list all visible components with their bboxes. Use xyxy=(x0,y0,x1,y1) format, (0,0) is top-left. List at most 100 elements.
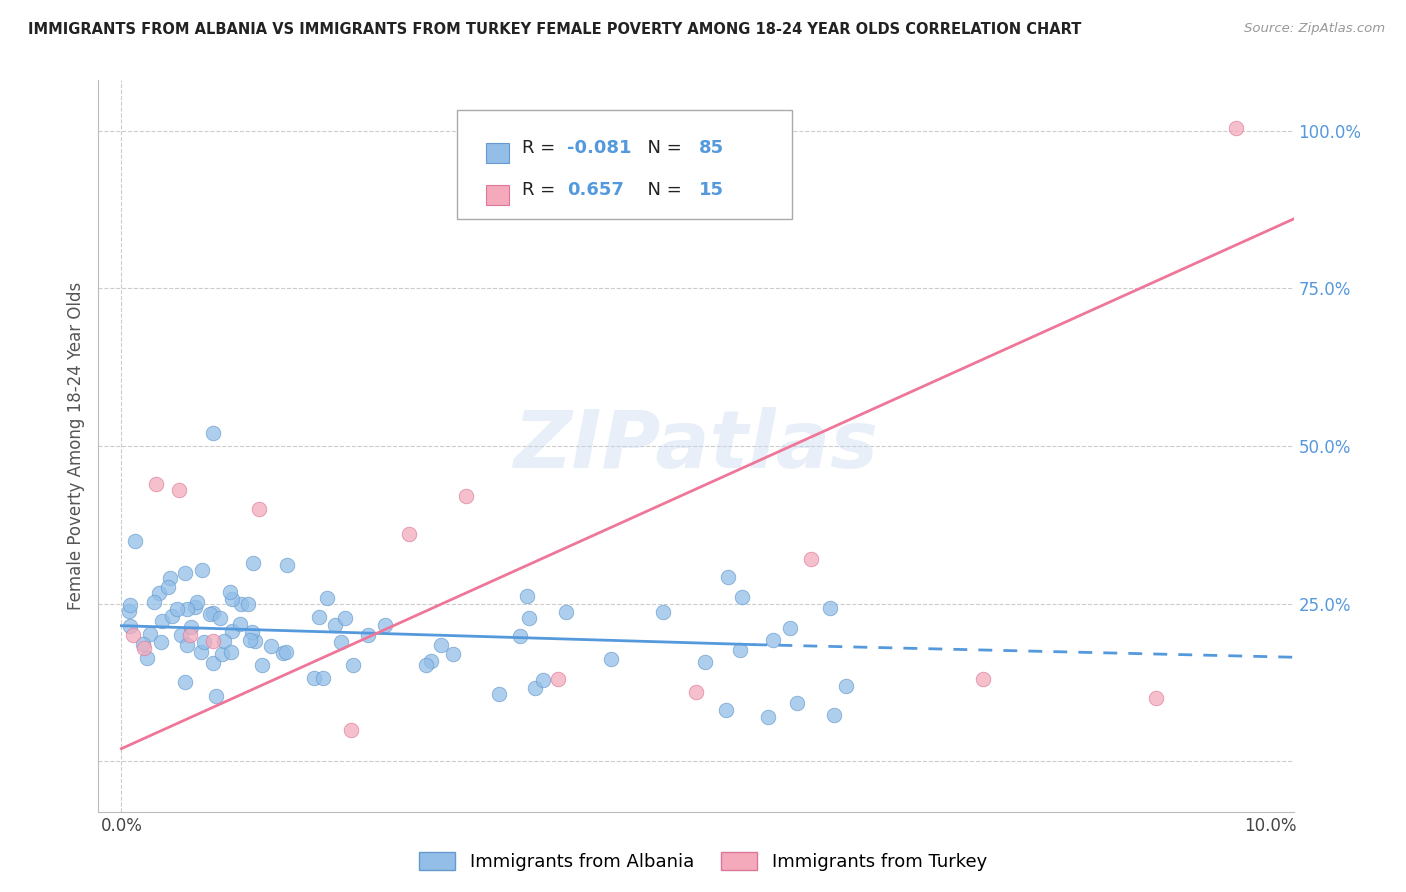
Point xyxy=(218,585,240,599)
Text: N =: N = xyxy=(636,139,688,157)
Point xyxy=(134,640,156,655)
Point xyxy=(714,703,737,717)
Point xyxy=(531,673,554,687)
Point xyxy=(202,656,225,670)
Point xyxy=(420,654,443,668)
Point xyxy=(243,633,266,648)
Point xyxy=(204,689,226,703)
Point xyxy=(599,652,621,666)
Point xyxy=(240,625,263,640)
Point xyxy=(238,597,260,611)
Point xyxy=(547,673,569,687)
Point xyxy=(219,645,242,659)
Point xyxy=(170,627,193,641)
Legend: Immigrants from Albania, Immigrants from Turkey: Immigrants from Albania, Immigrants from… xyxy=(412,845,994,879)
Text: 85: 85 xyxy=(699,139,724,157)
Point xyxy=(142,595,165,609)
Point xyxy=(357,628,380,642)
Point xyxy=(443,648,465,662)
Point xyxy=(180,620,202,634)
Point xyxy=(312,671,335,685)
Text: Source: ZipAtlas.com: Source: ZipAtlas.com xyxy=(1244,22,1385,36)
Point xyxy=(250,657,273,672)
Point xyxy=(415,658,437,673)
Point xyxy=(1225,120,1247,135)
Point xyxy=(120,598,142,612)
Point xyxy=(200,607,222,621)
Point xyxy=(323,617,346,632)
Point xyxy=(156,580,179,594)
Point xyxy=(148,586,170,600)
Point xyxy=(179,628,201,642)
Point xyxy=(122,628,145,642)
Point xyxy=(159,571,181,585)
Point xyxy=(398,527,420,541)
Point xyxy=(212,634,235,648)
Point xyxy=(260,639,283,653)
Text: R =: R = xyxy=(522,139,561,157)
Point xyxy=(1144,691,1167,706)
Point xyxy=(202,426,225,441)
Point xyxy=(685,685,707,699)
Point xyxy=(555,605,578,619)
Point xyxy=(202,606,225,620)
Point xyxy=(118,619,141,633)
Point xyxy=(118,604,141,618)
Point xyxy=(166,601,188,615)
Point xyxy=(333,611,356,625)
Point xyxy=(173,566,195,581)
Point xyxy=(779,622,801,636)
Text: 15: 15 xyxy=(699,181,724,199)
Point xyxy=(818,601,841,615)
Point xyxy=(190,563,212,577)
Text: R =: R = xyxy=(522,181,561,199)
Point xyxy=(247,502,270,516)
Point xyxy=(221,592,243,607)
Point xyxy=(302,671,325,685)
Point xyxy=(136,651,159,665)
Point xyxy=(139,627,162,641)
Point xyxy=(211,647,233,661)
Point xyxy=(717,570,740,584)
Point xyxy=(456,490,478,504)
Point xyxy=(756,710,779,724)
Point xyxy=(274,645,297,659)
Point xyxy=(308,610,330,624)
Point xyxy=(523,681,546,695)
Point xyxy=(340,723,363,737)
Point xyxy=(176,638,198,652)
Point xyxy=(786,696,808,710)
Point xyxy=(509,629,531,643)
Point xyxy=(273,646,295,660)
Point xyxy=(516,589,538,603)
Point xyxy=(342,657,364,672)
Point xyxy=(329,635,352,649)
Point xyxy=(176,602,198,616)
Point xyxy=(221,624,243,638)
Point xyxy=(651,605,673,619)
Point xyxy=(160,608,183,623)
Point xyxy=(150,634,173,648)
Point xyxy=(229,617,252,632)
Point xyxy=(695,655,717,669)
Point xyxy=(374,618,396,632)
Point xyxy=(316,591,339,606)
Point xyxy=(488,687,510,701)
Text: N =: N = xyxy=(636,181,688,199)
Text: -0.081: -0.081 xyxy=(568,139,631,157)
Point xyxy=(190,645,212,659)
Point xyxy=(430,638,453,652)
Point xyxy=(800,552,823,566)
Point xyxy=(145,476,167,491)
FancyBboxPatch shape xyxy=(457,110,792,219)
Point xyxy=(972,673,994,687)
Point xyxy=(231,597,253,611)
FancyBboxPatch shape xyxy=(485,143,509,163)
Text: 0.657: 0.657 xyxy=(568,181,624,199)
Point xyxy=(761,633,783,648)
Point xyxy=(193,634,215,648)
Point xyxy=(202,634,225,648)
Point xyxy=(174,675,197,690)
Point xyxy=(239,633,262,648)
Point xyxy=(150,614,173,628)
